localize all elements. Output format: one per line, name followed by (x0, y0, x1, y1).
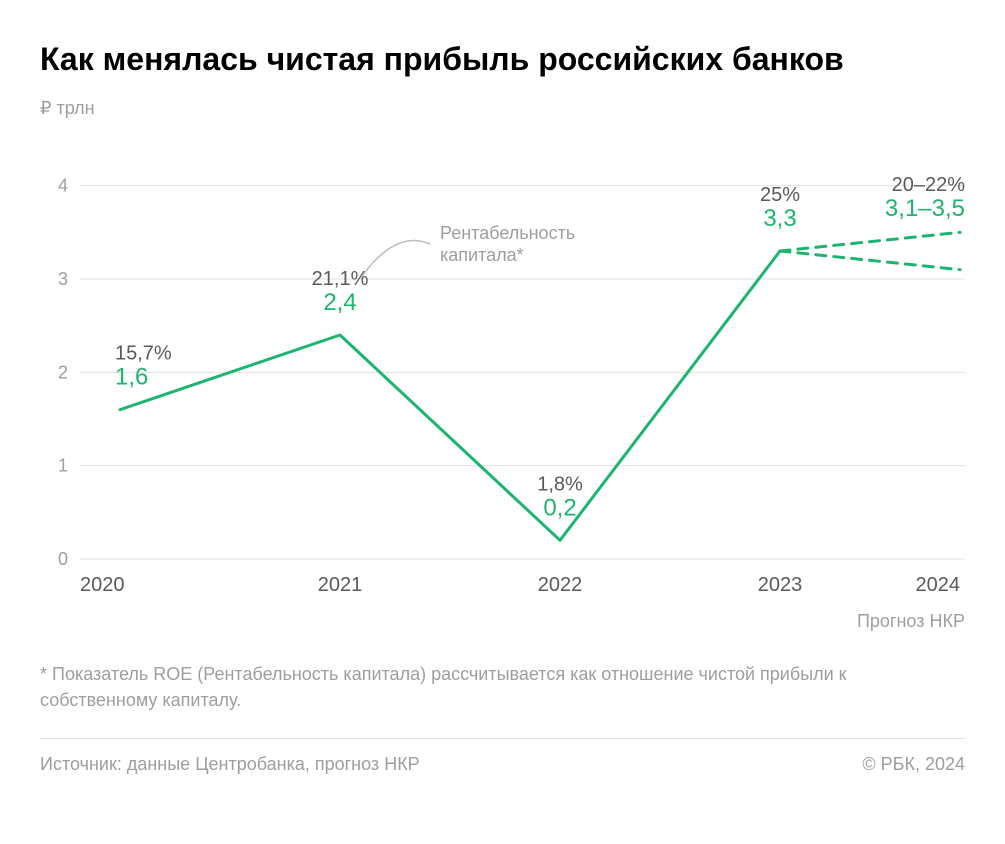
forecast-lower-line (780, 251, 960, 270)
footnote: * Показатель ROE (Рентабельность капитал… (40, 662, 965, 712)
profit-line (120, 251, 780, 540)
profit-label: 0,2 (543, 495, 576, 522)
roe-label: 20–22% (892, 174, 965, 196)
chart-card: Как менялась чистая прибыль российских б… (0, 0, 1005, 844)
y-tick-label: 2 (58, 363, 68, 383)
x-tick-label: 2023 (758, 574, 803, 596)
annotation-text: капитала* (440, 245, 524, 265)
forecast-upper-line (780, 233, 960, 252)
divider (40, 738, 965, 739)
roe-label: 15,7% (115, 343, 172, 365)
x-axis-sublabel: Прогноз НКР (40, 611, 965, 632)
line-chart-svg: 012342020202120222023202415,7%1,621,1%2,… (40, 129, 965, 609)
x-tick-label: 2020 (80, 574, 125, 596)
roe-label: 25% (760, 184, 800, 206)
footer-row: Источник: данные Центробанка, прогноз НК… (40, 754, 965, 775)
profit-label: 3,3 (763, 205, 796, 232)
profit-label: 2,4 (323, 289, 356, 316)
y-tick-label: 3 (58, 269, 68, 289)
y-tick-label: 1 (58, 456, 68, 476)
chart-title: Как менялась чистая прибыль российских б… (40, 40, 965, 78)
roe-label: 1,8% (537, 474, 583, 496)
copyright-text: © РБК, 2024 (862, 754, 965, 775)
annotation-text: Рентабельность (440, 223, 575, 243)
x-tick-label: 2021 (318, 574, 363, 596)
profit-label: 1,6 (115, 364, 148, 391)
y-tick-label: 0 (58, 549, 68, 569)
y-tick-label: 4 (58, 176, 68, 196)
profit-label: 3,1–3,5 (885, 195, 965, 222)
x-tick-label: 2022 (538, 574, 583, 596)
annotation-leader (360, 241, 430, 279)
chart-area: 012342020202120222023202415,7%1,621,1%2,… (40, 129, 965, 609)
y-axis-label: ₽ трлн (40, 98, 965, 119)
source-text: Источник: данные Центробанка, прогноз НК… (40, 754, 420, 775)
x-tick-label: 2024 (916, 574, 961, 596)
